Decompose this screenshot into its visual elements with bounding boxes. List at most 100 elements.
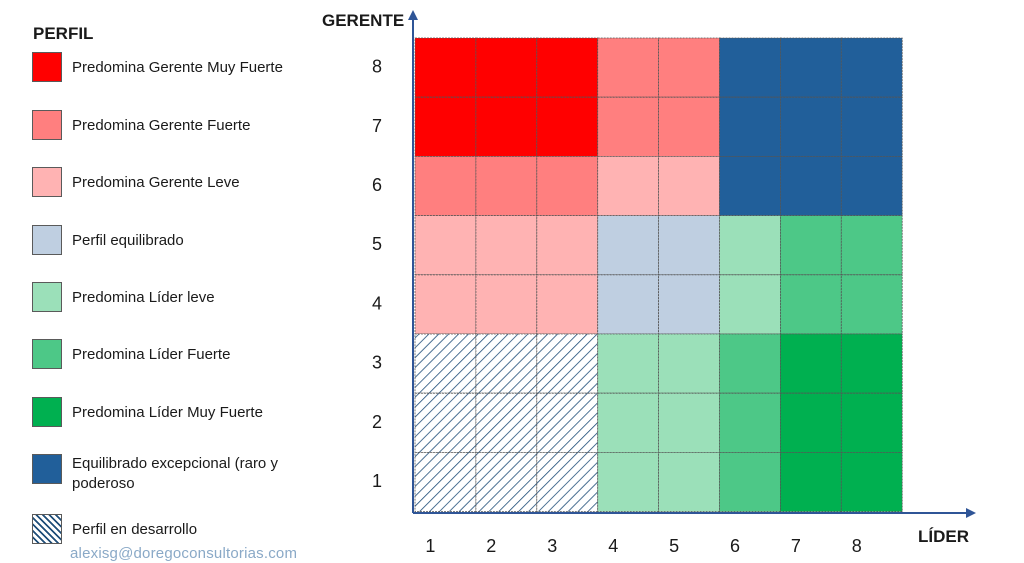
heatmap-cell: [475, 155, 538, 216]
heatmap-cell: [780, 96, 842, 157]
heatmap-cell: [840, 215, 903, 276]
legend-label: Equilibrado excepcional (raro y poderoso: [72, 455, 278, 492]
heatmap-cell: [840, 392, 903, 453]
legend-label: Predomina Líder Muy Fuerte: [72, 404, 263, 421]
heatmap-cell: [536, 392, 599, 453]
x-tick-label: 6: [730, 536, 740, 556]
footer-email: alexisg@doregoconsultorias.com: [70, 545, 298, 562]
heatmap-cell: [719, 96, 781, 157]
heatmap-cell: [536, 215, 599, 276]
legend-label: Predomina Gerente Muy Fuerte: [72, 59, 283, 76]
legend-swatch: [32, 397, 62, 427]
heatmap-cell: [597, 392, 660, 453]
legend-item-lider-leve: Predomina Líder leve: [32, 282, 332, 314]
heatmap-cell: [780, 392, 842, 453]
legend-label: Predomina Líder leve: [72, 289, 215, 306]
heatmap-cell: [719, 274, 781, 335]
heatmap-cell: [475, 215, 538, 276]
legend-label: Predomina Líder Fuerte: [72, 346, 231, 363]
heatmap-cell: [475, 274, 538, 335]
y-axis-title: GERENTE: [322, 11, 404, 30]
heatmap-cell: [780, 155, 842, 216]
y-tick-label: 2: [372, 412, 382, 432]
heatmap-cell: [780, 37, 842, 98]
heatmap-cell: [840, 96, 903, 157]
heatmap-cell: [840, 37, 903, 98]
legend-swatch: [32, 52, 62, 82]
heatmap-cell: [414, 451, 477, 512]
y-tick-label: 5: [372, 234, 382, 254]
x-axis-arrow-icon: [966, 508, 976, 518]
x-tick-label: 5: [669, 536, 679, 556]
heatmap-cell: [780, 333, 842, 394]
heatmap-cell: [658, 155, 720, 216]
y-tick-label: 8: [372, 57, 382, 77]
legend-item-equilibrado: Perfil equilibrado: [32, 225, 332, 257]
heatmap-cell: [597, 333, 660, 394]
heatmap-cell: [719, 215, 781, 276]
heatmap-cell: [780, 274, 842, 335]
heatmap-cell: [414, 37, 477, 98]
legend-swatch: [32, 514, 62, 544]
heatmap-cell: [719, 37, 781, 98]
y-tick-label: 1: [372, 471, 382, 491]
heatmap-cell: [536, 37, 599, 98]
heatmap-cell: [536, 451, 599, 512]
legend-swatch: [32, 282, 62, 312]
x-tick-label: 8: [852, 536, 862, 556]
heatmap-cell: [475, 37, 538, 98]
heatmap-cell: [840, 451, 903, 512]
heatmap-cell: [658, 215, 720, 276]
legend-title: PERFIL: [33, 24, 94, 43]
legend-swatch: [32, 110, 62, 140]
legend-label: Predomina Gerente Fuerte: [72, 117, 251, 134]
x-tick-label: 2: [486, 536, 496, 556]
legend-item-gerente-leve: Predomina Gerente Leve: [32, 167, 332, 199]
x-axis-title: LÍDER: [918, 527, 969, 546]
legend-label: Perfil en desarrollo: [72, 521, 198, 538]
heatmap-cell: [597, 215, 660, 276]
heatmap-cell: [414, 392, 477, 453]
heatmap-cell: [536, 155, 599, 216]
heatmap-cell: [475, 451, 538, 512]
heatmap-cell: [536, 333, 599, 394]
heatmap-cell: [475, 392, 538, 453]
legend-swatch: [32, 167, 62, 197]
x-tick-label: 1: [425, 536, 435, 556]
heatmap-cell: [840, 274, 903, 335]
legend-item-equilibrado-excepcional: Equilibrado excepcional (raro y poderoso: [32, 454, 332, 496]
heatmap-cell: [536, 96, 599, 157]
heatmap-cell: [658, 333, 720, 394]
legend-item-gerente-muy-fuerte: Predomina Gerente Muy Fuerte: [32, 52, 332, 84]
heatmap-cell: [840, 333, 903, 394]
heatmap-cell: [719, 155, 781, 216]
heatmap-cell: [414, 333, 477, 394]
heatmap-cell: [658, 274, 720, 335]
y-tick-label: 7: [372, 116, 382, 136]
legend-item-gerente-fuerte: Predomina Gerente Fuerte: [32, 110, 332, 142]
heatmap-cell: [536, 274, 599, 335]
heatmap-cell: [414, 274, 477, 335]
y-tick-label: 3: [372, 353, 382, 373]
legend-label: Perfil equilibrado: [72, 232, 184, 249]
y-tick-label: 4: [372, 293, 382, 313]
heatmap-cell: [597, 274, 660, 335]
heatmap-cell: [475, 333, 538, 394]
heatmap-cell: [414, 96, 477, 157]
heatmap-cell: [597, 96, 660, 157]
legend-item-lider-muy-fuerte: Predomina Líder Muy Fuerte: [32, 397, 332, 429]
y-axis-arrow-icon: [408, 10, 418, 20]
heatmap-cell: [840, 155, 903, 216]
legend-swatch: [32, 339, 62, 369]
legend-item-en-desarrollo: Perfil en desarrollo: [32, 514, 332, 546]
x-tick-label: 3: [547, 536, 557, 556]
x-tick-label: 7: [791, 536, 801, 556]
legend-swatch: [32, 225, 62, 255]
heatmap-cell: [658, 37, 720, 98]
legend-swatch: [32, 454, 62, 484]
heatmap-cell: [719, 333, 781, 394]
x-tick-label: 4: [608, 536, 618, 556]
legend-label: Predomina Gerente Leve: [72, 174, 240, 191]
heatmap-cell: [780, 215, 842, 276]
heatmap-cell: [658, 96, 720, 157]
